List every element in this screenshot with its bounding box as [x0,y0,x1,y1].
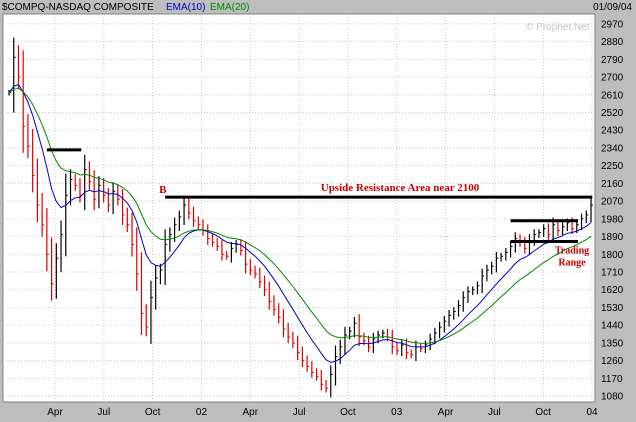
plot-area [2,13,596,403]
chart-date: 01/09/04 [593,2,632,13]
y-tick-label: 2880 [601,37,624,48]
y-tick-label: 2160 [601,179,624,190]
range-label: Range [558,257,586,268]
y-tick-label: 1350 [601,338,624,349]
level-b-label: B [159,184,167,196]
y-tick-label: 2610 [601,90,624,101]
y-tick-label: 1800 [601,250,624,261]
x-tick-label: Oct [340,407,356,418]
ema20-legend: EMA(20) [210,2,250,13]
x-tick-label: Oct [145,407,161,418]
ema20-line [8,87,592,344]
y-tick-label: 2700 [601,73,624,84]
y-tick-label: 1710 [601,268,624,279]
y-tick-label: 1620 [601,285,624,296]
x-tick-label: Jul [97,407,110,418]
symbol-title: $COMPQ-NASDAQ COMPOSITE [2,2,154,13]
x-tick-label: Oct [535,407,551,418]
y-tick-label: 1170 [601,374,623,385]
x-tick-label: Jul [488,407,501,418]
y-tick-label: 2520 [601,108,624,119]
watermark: © Prophet.Net [526,22,590,33]
y-tick-label: 2430 [601,126,624,137]
x-tick-label: 03 [391,407,403,418]
y-tick-label: 2790 [601,55,624,66]
y-tick-label: 1080 [601,392,624,403]
y-tick-label: 2250 [601,161,624,172]
y-tick-label: 1890 [601,232,624,243]
y-tick-label: 1440 [601,321,624,332]
x-tick-label: Apr [438,407,454,418]
x-tick-label: Apr [47,407,63,418]
y-tick-label: 1980 [601,214,624,225]
y-tick-label: 1260 [601,356,624,367]
y-tick-label: 2070 [601,197,624,208]
y-tick-label: 2970 [601,19,624,30]
x-tick-label: Apr [242,407,258,418]
x-tick-label: 04 [586,407,598,418]
y-tick-label: 1530 [601,303,624,314]
ema10-legend: EMA(10) [166,2,206,13]
resistance-annotation: Upside Resistance Area near 2100 [321,182,480,194]
x-tick-label: Jul [293,407,306,418]
ema10-line [8,83,592,363]
y-tick-label: 2340 [601,143,624,154]
x-tick-label: 02 [196,407,208,418]
trading-label: Trading [555,245,589,256]
